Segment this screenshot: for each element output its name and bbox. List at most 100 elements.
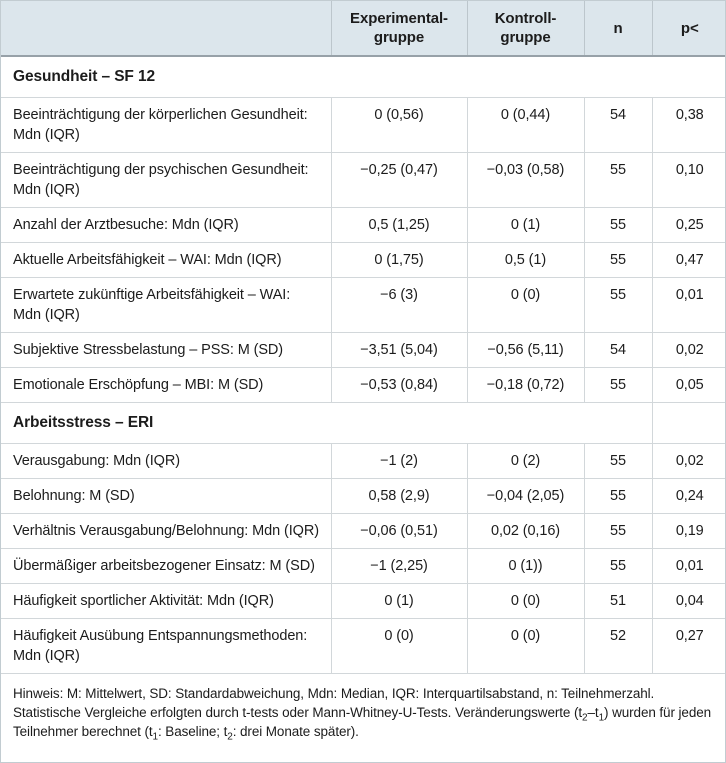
p-value: 0,01 — [652, 277, 725, 333]
p-value: 0,38 — [652, 97, 725, 153]
n-value: 55 — [584, 367, 653, 403]
kontroll-value: −0,56 (5,11) — [467, 332, 585, 368]
footnote-subscript: 1 — [152, 731, 159, 743]
section-title: Arbeitsstress – ERI — [1, 402, 653, 444]
experimental-value: 0 (1) — [331, 583, 468, 619]
table-row: Erwartete zukünftige Arbeitsfähigkeit – … — [1, 277, 725, 333]
table-body: Gesundheit – SF 12 Beeinträchtigung der … — [1, 55, 725, 673]
kontroll-value: −0,03 (0,58) — [467, 152, 585, 208]
kontroll-value: 0,02 (0,16) — [467, 513, 585, 549]
kontroll-value: 0 (2) — [467, 443, 585, 479]
n-value: 55 — [584, 478, 653, 514]
footnote-subscript: 1 — [598, 712, 605, 724]
n-value: 54 — [584, 97, 653, 153]
footnote-text: ) wurden für jeden Teilnehmer berechnet … — [13, 705, 712, 739]
column-header-experimental: Experimental- gruppe — [331, 1, 468, 57]
footnote: Hinweis: M: Mittelwert, SD: Standardabwe… — [1, 673, 725, 753]
column-header-empty — [1, 1, 332, 57]
table-row: Belohnung: M (SD) 0,58 (2,9) −0,04 (2,05… — [1, 478, 725, 514]
section-title: Gesundheit – SF 12 — [1, 55, 725, 98]
n-value: 51 — [584, 583, 653, 619]
row-label: Subjektive Stressbelastung – PSS: M (SD) — [1, 332, 332, 368]
kontroll-value: 0 (0) — [467, 618, 585, 673]
table-row: Verausgabung: Mdn (IQR) −1 (2) 0 (2) 55 … — [1, 443, 725, 479]
kontroll-value: 0 (0,44) — [467, 97, 585, 153]
n-value: 55 — [584, 152, 653, 208]
n-value: 55 — [584, 548, 653, 584]
experimental-value: 0,5 (1,25) — [331, 207, 468, 243]
kontroll-value: 0 (0) — [467, 277, 585, 333]
p-value: 0,02 — [652, 443, 725, 479]
footnote-text: –t — [587, 705, 599, 720]
row-label: Beeinträchtigung der psychischen Gesundh… — [1, 152, 332, 208]
kontroll-value: 0 (1) — [467, 207, 585, 243]
table-row: Aktuelle Arbeitsfähigkeit – WAI: Mdn (IQ… — [1, 242, 725, 278]
p-value: 0,05 — [652, 367, 725, 403]
table-row: Übermäßiger arbeitsbezogener Einsatz: M … — [1, 548, 725, 584]
p-value: 0,01 — [652, 548, 725, 584]
row-label: Verausgabung: Mdn (IQR) — [1, 443, 332, 479]
table-row: Häufigkeit Ausübung Entspannungsmethoden… — [1, 618, 725, 673]
experimental-value: −0,25 (0,47) — [331, 152, 468, 208]
n-value: 54 — [584, 332, 653, 368]
kontroll-value: 0 (0) — [467, 583, 585, 619]
n-value: 55 — [584, 242, 653, 278]
row-label: Häufigkeit sportlicher Aktivität: Mdn (I… — [1, 583, 332, 619]
section-header-gesundheit: Gesundheit – SF 12 — [1, 55, 725, 98]
experimental-value: 0 (0) — [331, 618, 468, 673]
p-value: 0,10 — [652, 152, 725, 208]
table-row: Subjektive Stressbelastung – PSS: M (SD)… — [1, 332, 725, 368]
n-value: 55 — [584, 443, 653, 479]
column-header-label: p< — [680, 19, 699, 37]
row-label: Übermäßiger arbeitsbezogener Einsatz: M … — [1, 548, 332, 584]
results-table: Experimental- gruppe Kontroll- gruppe n … — [1, 1, 725, 673]
table-row: Emotionale Erschöpfung – MBI: M (SD) −0,… — [1, 367, 725, 403]
footnote-text: : drei Monate später). — [232, 724, 359, 739]
experimental-value: −0,06 (0,51) — [331, 513, 468, 549]
p-value: 0,47 — [652, 242, 725, 278]
p-value: 0,24 — [652, 478, 725, 514]
p-value: 0,04 — [652, 583, 725, 619]
experimental-value: 0,58 (2,9) — [331, 478, 468, 514]
footnote-text: Hinweis: M: Mittelwert, SD: Standardabwe… — [13, 686, 655, 720]
experimental-value: −6 (3) — [331, 277, 468, 333]
n-value: 55 — [584, 207, 653, 243]
column-header-p: p< — [652, 1, 725, 57]
column-header-label: Kontroll- gruppe — [494, 10, 557, 46]
section-header-arbeitsstress: Arbeitsstress – ERI — [1, 402, 725, 444]
p-value: 0,27 — [652, 618, 725, 673]
row-label: Erwartete zukünftige Arbeitsfähigkeit – … — [1, 277, 332, 333]
column-header-n: n — [584, 1, 653, 57]
n-value: 55 — [584, 513, 653, 549]
n-value: 55 — [584, 277, 653, 333]
column-header-label: n — [613, 19, 623, 37]
p-value: 0,02 — [652, 332, 725, 368]
row-label: Belohnung: M (SD) — [1, 478, 332, 514]
row-label: Anzahl der Arztbesuche: Mdn (IQR) — [1, 207, 332, 243]
table-row: Anzahl der Arztbesuche: Mdn (IQR) 0,5 (1… — [1, 207, 725, 243]
kontroll-value: −0,04 (2,05) — [467, 478, 585, 514]
footnote-subscript: 2 — [227, 731, 233, 743]
p-value: 0,19 — [652, 513, 725, 549]
experimental-value: 0 (1,75) — [331, 242, 468, 278]
table-row: Verhältnis Verausgabung/Belohnung: Mdn (… — [1, 513, 725, 549]
kontroll-value: 0,5 (1) — [467, 242, 585, 278]
footnote-text: : Baseline; t — [158, 724, 228, 739]
row-label: Emotionale Erschöpfung – MBI: M (SD) — [1, 367, 332, 403]
footnote-subscript: 2 — [582, 712, 588, 724]
row-label: Aktuelle Arbeitsfähigkeit – WAI: Mdn (IQ… — [1, 242, 332, 278]
column-header-label: Experimental- gruppe — [350, 10, 448, 46]
experimental-value: −1 (2,25) — [331, 548, 468, 584]
row-label: Verhältnis Verausgabung/Belohnung: Mdn (… — [1, 513, 332, 549]
row-label: Beeinträchtigung der körperlichen Gesund… — [1, 97, 332, 153]
column-header-kontroll: Kontroll- gruppe — [467, 1, 585, 57]
experimental-value: −1 (2) — [331, 443, 468, 479]
experimental-value: −0,53 (0,84) — [331, 367, 468, 403]
table-row: Beeinträchtigung der körperlichen Gesund… — [1, 97, 725, 153]
experimental-value: −3,51 (5,04) — [331, 332, 468, 368]
header-row: Experimental- gruppe Kontroll- gruppe n … — [1, 1, 725, 57]
experimental-value: 0 (0,56) — [331, 97, 468, 153]
table-row: Beeinträchtigung der psychischen Gesundh… — [1, 152, 725, 208]
p-value: 0,25 — [652, 207, 725, 243]
